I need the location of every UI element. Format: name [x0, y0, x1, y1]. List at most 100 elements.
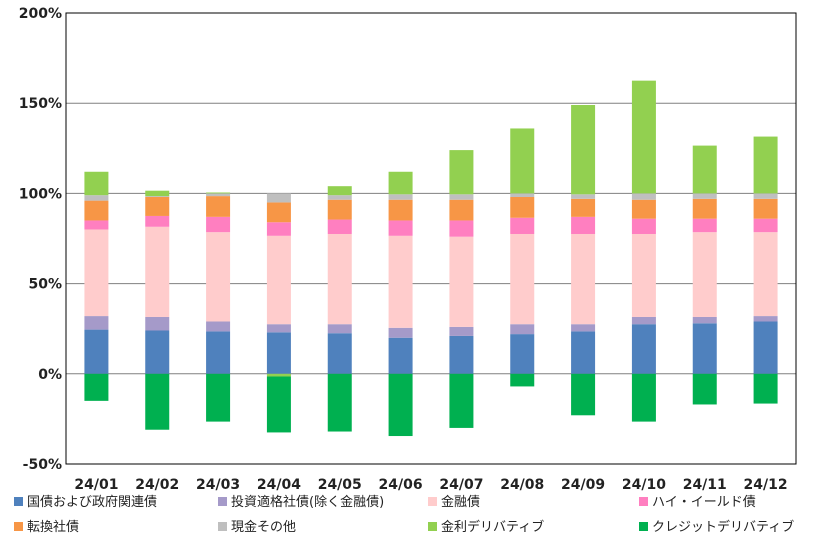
bar-segment-8	[84, 373, 109, 401]
bar-segment-2	[510, 324, 535, 335]
bar-segment-6	[449, 194, 474, 200]
bar-segment-3	[753, 232, 778, 317]
bar-segment-2	[631, 316, 656, 325]
legend-label: 転換社債	[27, 519, 79, 535]
x-tick-label: 24/01	[74, 477, 118, 493]
legend-label: 金融債	[441, 494, 480, 510]
bar-segment-1	[449, 335, 474, 374]
bar-segment-7	[84, 171, 109, 196]
legend-swatch	[428, 497, 437, 506]
y-axis-ticks: 200% 150% 100% 50% 0% -50%	[19, 6, 62, 473]
bar-segment-6	[84, 195, 109, 201]
x-tick-label: 24/06	[379, 477, 423, 493]
bar-segment-5	[692, 198, 717, 219]
bar-segment-5	[206, 196, 231, 217]
x-tick-label: 24/07	[439, 477, 483, 493]
bar-segment-2	[327, 324, 352, 334]
bar-segment-2	[266, 324, 291, 333]
bar-segment-8	[449, 373, 474, 428]
bar-segment-4	[266, 222, 291, 236]
y-tick-label: -50%	[23, 457, 62, 473]
bar-segment-4	[449, 220, 474, 237]
legend-label: 金利デリバティブ	[441, 519, 544, 535]
legend-label: 投資適格社債(除く金融債)	[231, 494, 384, 510]
bar-segment-3	[145, 226, 170, 317]
bar-series	[84, 80, 778, 437]
legend-swatch	[218, 497, 227, 506]
bar-segment-8	[206, 373, 231, 422]
bar-segment-8	[510, 373, 535, 387]
bar-segment-7	[571, 105, 596, 195]
bar-segment-6	[753, 193, 778, 199]
bar-segment-5	[571, 198, 596, 217]
y-tick-label: 150%	[19, 96, 62, 112]
bar-segment-1	[571, 331, 596, 374]
bar-segment-3	[692, 232, 717, 317]
x-tick-label: 24/10	[622, 477, 666, 493]
bar-segment-3	[327, 233, 352, 325]
bar-segment-3	[388, 235, 413, 328]
legend-label: 現金その他	[231, 519, 296, 535]
legend-swatch	[639, 522, 648, 531]
bar-segment-1	[753, 321, 778, 374]
bar-segment-4	[510, 217, 535, 234]
x-tick-label: 24/11	[683, 477, 727, 493]
bar-segment-7	[206, 192, 231, 194]
bar-segment-7	[692, 145, 717, 194]
bar-segment-3	[266, 235, 291, 325]
bar-segment-2	[753, 316, 778, 322]
legend-swatch	[14, 497, 23, 506]
bar-segment-8	[327, 373, 352, 432]
bar-segment-6	[266, 193, 291, 203]
legend-swatch	[428, 522, 437, 531]
legend-label: 国債および政府関連債	[27, 495, 157, 510]
bar-segment-7	[145, 190, 170, 197]
bar-segment-6	[510, 193, 535, 198]
bar-segment-7	[631, 80, 656, 194]
bar-segment-8	[692, 373, 717, 405]
bar-segment-5	[753, 198, 778, 219]
bar-segment-6	[206, 193, 231, 197]
bar-segment-7	[510, 128, 535, 194]
bar-segment-5	[388, 199, 413, 221]
y-tick-label: 100%	[19, 186, 62, 202]
y-tick-label: 50%	[28, 277, 62, 293]
bar-segment-5	[449, 199, 474, 221]
bar-segment-1	[510, 334, 535, 374]
bar-segment-8	[388, 373, 413, 437]
x-tick-label: 24/05	[318, 477, 362, 493]
x-tick-label: 24/03	[196, 477, 240, 493]
bar-segment-5	[266, 202, 291, 223]
bar-segment-3	[571, 233, 596, 325]
bar-segment-6	[571, 194, 596, 199]
bar-segment-6	[631, 193, 656, 200]
bar-segment-1	[631, 324, 656, 374]
bar-segment-7	[266, 373, 291, 377]
bar-segment-6	[327, 195, 352, 200]
bar-segment-1	[327, 333, 352, 374]
y-tick-label: 200%	[19, 6, 62, 22]
legend-swatch	[218, 522, 227, 531]
bar-segment-2	[206, 321, 231, 332]
bar-segment-5	[631, 199, 656, 219]
x-tick-label: 24/08	[500, 477, 544, 493]
legend-swatch	[14, 522, 23, 531]
bar-segment-3	[84, 229, 109, 317]
bar-segment-8	[631, 373, 656, 422]
bar-segment-8	[266, 376, 291, 433]
bar-segment-8	[145, 373, 170, 430]
bar-segment-8	[571, 373, 596, 416]
bar-segment-6	[388, 194, 413, 200]
bar-segment-7	[327, 186, 352, 196]
bar-segment-4	[753, 218, 778, 233]
grid-lines	[66, 102, 796, 375]
bar-segment-4	[327, 219, 352, 234]
bar-segment-5	[84, 200, 109, 221]
bar-segment-1	[206, 331, 231, 374]
x-tick-label: 24/02	[135, 477, 179, 493]
bar-segment-1	[388, 337, 413, 374]
bar-segment-1	[266, 332, 291, 374]
bar-segment-2	[145, 316, 170, 331]
